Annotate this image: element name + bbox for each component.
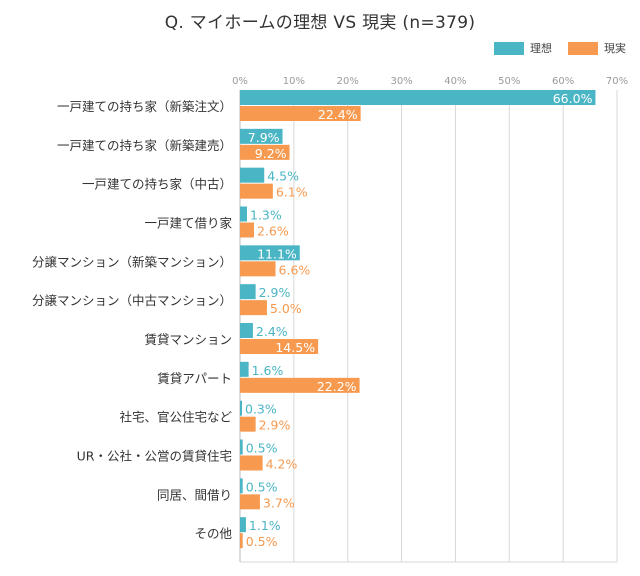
data-label-reality: 6.6% [279,262,311,277]
data-label-reality: 6.1% [276,185,308,200]
legend-label-ideal: 理想 [530,42,552,55]
bar-reality [240,144,290,160]
x-tick-label: 30% [390,76,412,87]
legend-item-ideal: 理想 [494,40,552,56]
legend: 理想 現実 [484,40,626,56]
category-label: 賃貸アパート [157,371,232,386]
data-label-reality: 4.2% [266,457,298,472]
category-label: 一戸建ての持ち家（新築注文） [57,99,232,114]
x-tick-label: 50% [498,76,520,87]
x-tick-label: 60% [552,76,574,87]
bar-reality [240,222,255,238]
data-label-ideal: 2.4% [256,324,288,339]
data-label-ideal: 4.5% [267,169,299,184]
data-label-ideal: 1.3% [250,208,282,223]
bar-reality [240,377,360,393]
x-tick-label: 40% [444,76,466,87]
bar-reality [240,416,256,432]
data-label-reality: 14.5% [275,340,315,355]
data-label-reality: 2.9% [259,418,291,433]
x-tick-label: 70% [606,76,628,87]
bar-reality [240,106,361,121]
category-label: 同居、間借り [157,487,232,502]
bar-ideal [240,128,283,144]
category-label: 賃貸マンション [144,332,232,347]
bar-ideal [240,478,243,494]
bar-reality [240,494,260,510]
bar-ideal [240,284,256,300]
data-label-ideal: 1.6% [252,363,284,378]
data-label-reality: 0.5% [246,534,278,549]
x-tick-label: 0% [232,76,248,87]
bar-ideal [240,439,243,455]
bar-ideal [240,206,248,222]
data-label-reality: 2.6% [257,224,289,239]
category-label: 一戸建ての持ち家（中古） [82,177,232,192]
bar-ideal [240,245,300,261]
bar-ideal [240,400,242,416]
category-label: 分譲マンション（新築マンション） [32,254,232,269]
data-label-ideal: 1.1% [249,518,281,533]
data-label-ideal: 7.9% [248,130,280,145]
category-label: 一戸建て借り家 [144,216,232,231]
data-label-ideal: 0.3% [245,402,277,417]
legend-item-reality: 現実 [568,40,626,56]
category-label: 一戸建ての持ち家（新築建売） [57,138,232,153]
data-label-ideal: 2.9% [259,285,291,300]
legend-swatch-ideal [494,41,524,55]
bar-reality [240,533,243,549]
legend-label-reality: 現実 [604,42,626,55]
legend-swatch-reality [568,41,598,55]
bar-reality [240,455,263,471]
category-label: UR・公社・公営の賃貸住宅 [77,449,232,464]
bar-ideal [240,361,249,377]
data-label-ideal: 11.1% [257,246,297,261]
x-tick-label: 10% [283,76,305,87]
data-label-reality: 22.2% [317,379,357,394]
bar-ideal [240,323,253,338]
x-tick-label: 20% [337,76,359,87]
chart-title: Q. マイホームの理想 VS 現実 (n=379) [164,13,476,33]
bar-ideal [240,167,265,183]
data-label-reality: 9.2% [255,146,287,161]
bar-reality [240,339,319,354]
bar-ideal [240,90,596,105]
category-label: 分譲マンション（中古マンション） [32,293,232,308]
data-label-reality: 22.4% [318,107,358,122]
category-label: 社宅、官公住宅など [119,410,232,425]
data-label-reality: 3.7% [263,495,295,510]
bar-ideal [240,517,246,533]
bar-reality [240,261,276,277]
data-label-ideal: 0.5% [246,441,278,456]
category-label: その他 [194,526,232,541]
data-label-ideal: 66.0% [553,91,593,106]
data-label-ideal: 0.5% [246,479,278,494]
bar-reality [240,300,267,316]
data-label-reality: 5.0% [270,301,302,316]
bar-reality [240,183,273,199]
